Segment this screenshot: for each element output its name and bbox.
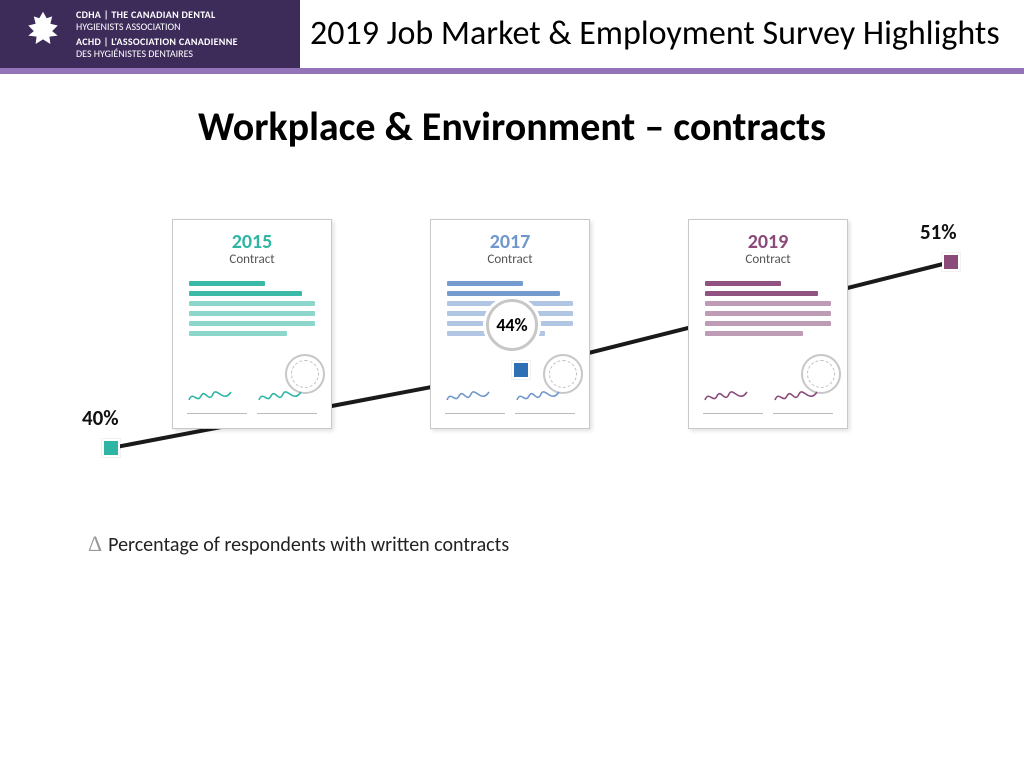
signature-icon	[773, 384, 833, 414]
data-marker-2019	[942, 253, 960, 271]
logo-area: CDHA | THE CANADIAN DENTAL HYGIENISTS AS…	[0, 9, 300, 60]
signature-icon	[257, 384, 317, 414]
doc-sub-label: Contract	[431, 252, 589, 267]
slide-title-block: 2019 Job Market & Employment Survey High…	[300, 0, 1024, 68]
doc-year-label: 2017	[431, 230, 589, 254]
chart-plot: 2015 Contract 40% 2017 Contract 44% 2019…	[42, 191, 982, 501]
caption-text: Percentage of respondents with written c…	[108, 533, 509, 557]
contracts-chart: 2015 Contract 40% 2017 Contract 44% 2019…	[42, 191, 982, 551]
value-label-2015: 40%	[82, 405, 119, 431]
signature-icon	[703, 384, 763, 414]
signature-row	[703, 384, 833, 414]
doc-lines-icon	[705, 281, 831, 336]
signature-row	[445, 384, 575, 414]
section-title: Workplace & Environment – contracts	[0, 102, 1024, 151]
data-marker-2015	[102, 439, 120, 457]
signature-icon	[515, 384, 575, 414]
delta-icon: Δ	[88, 531, 102, 556]
signature-row	[187, 384, 317, 414]
doc-lines-icon	[189, 281, 315, 336]
header-bar: CDHA | THE CANADIAN DENTAL HYGIENISTS AS…	[0, 0, 1024, 74]
logo-text: CDHA | THE CANADIAN DENTAL HYGIENISTS AS…	[76, 9, 238, 59]
maple-leaf-icon	[20, 9, 66, 60]
value-badge-2017: 44%	[486, 299, 538, 351]
org-fr-2: DES HYGIÉNISTES DENTAIRES	[76, 47, 193, 60]
value-label-2019: 51%	[920, 219, 957, 245]
doc-year-label: 2015	[173, 230, 331, 254]
signature-icon	[445, 384, 505, 414]
data-marker-2017	[512, 361, 530, 379]
doc-year-label: 2019	[689, 230, 847, 254]
contract-doc-2019: 2019 Contract	[688, 219, 848, 429]
slide-title: 2019 Job Market & Employment Survey High…	[310, 16, 1000, 53]
doc-sub-label: Contract	[173, 252, 331, 267]
doc-sub-label: Contract	[689, 252, 847, 267]
contract-doc-2015: 2015 Contract	[172, 219, 332, 429]
chart-caption: ΔPercentage of respondents with written …	[88, 531, 509, 557]
signature-icon	[187, 384, 247, 414]
org-en-2: HYGIENISTS ASSOCIATION	[76, 20, 181, 33]
